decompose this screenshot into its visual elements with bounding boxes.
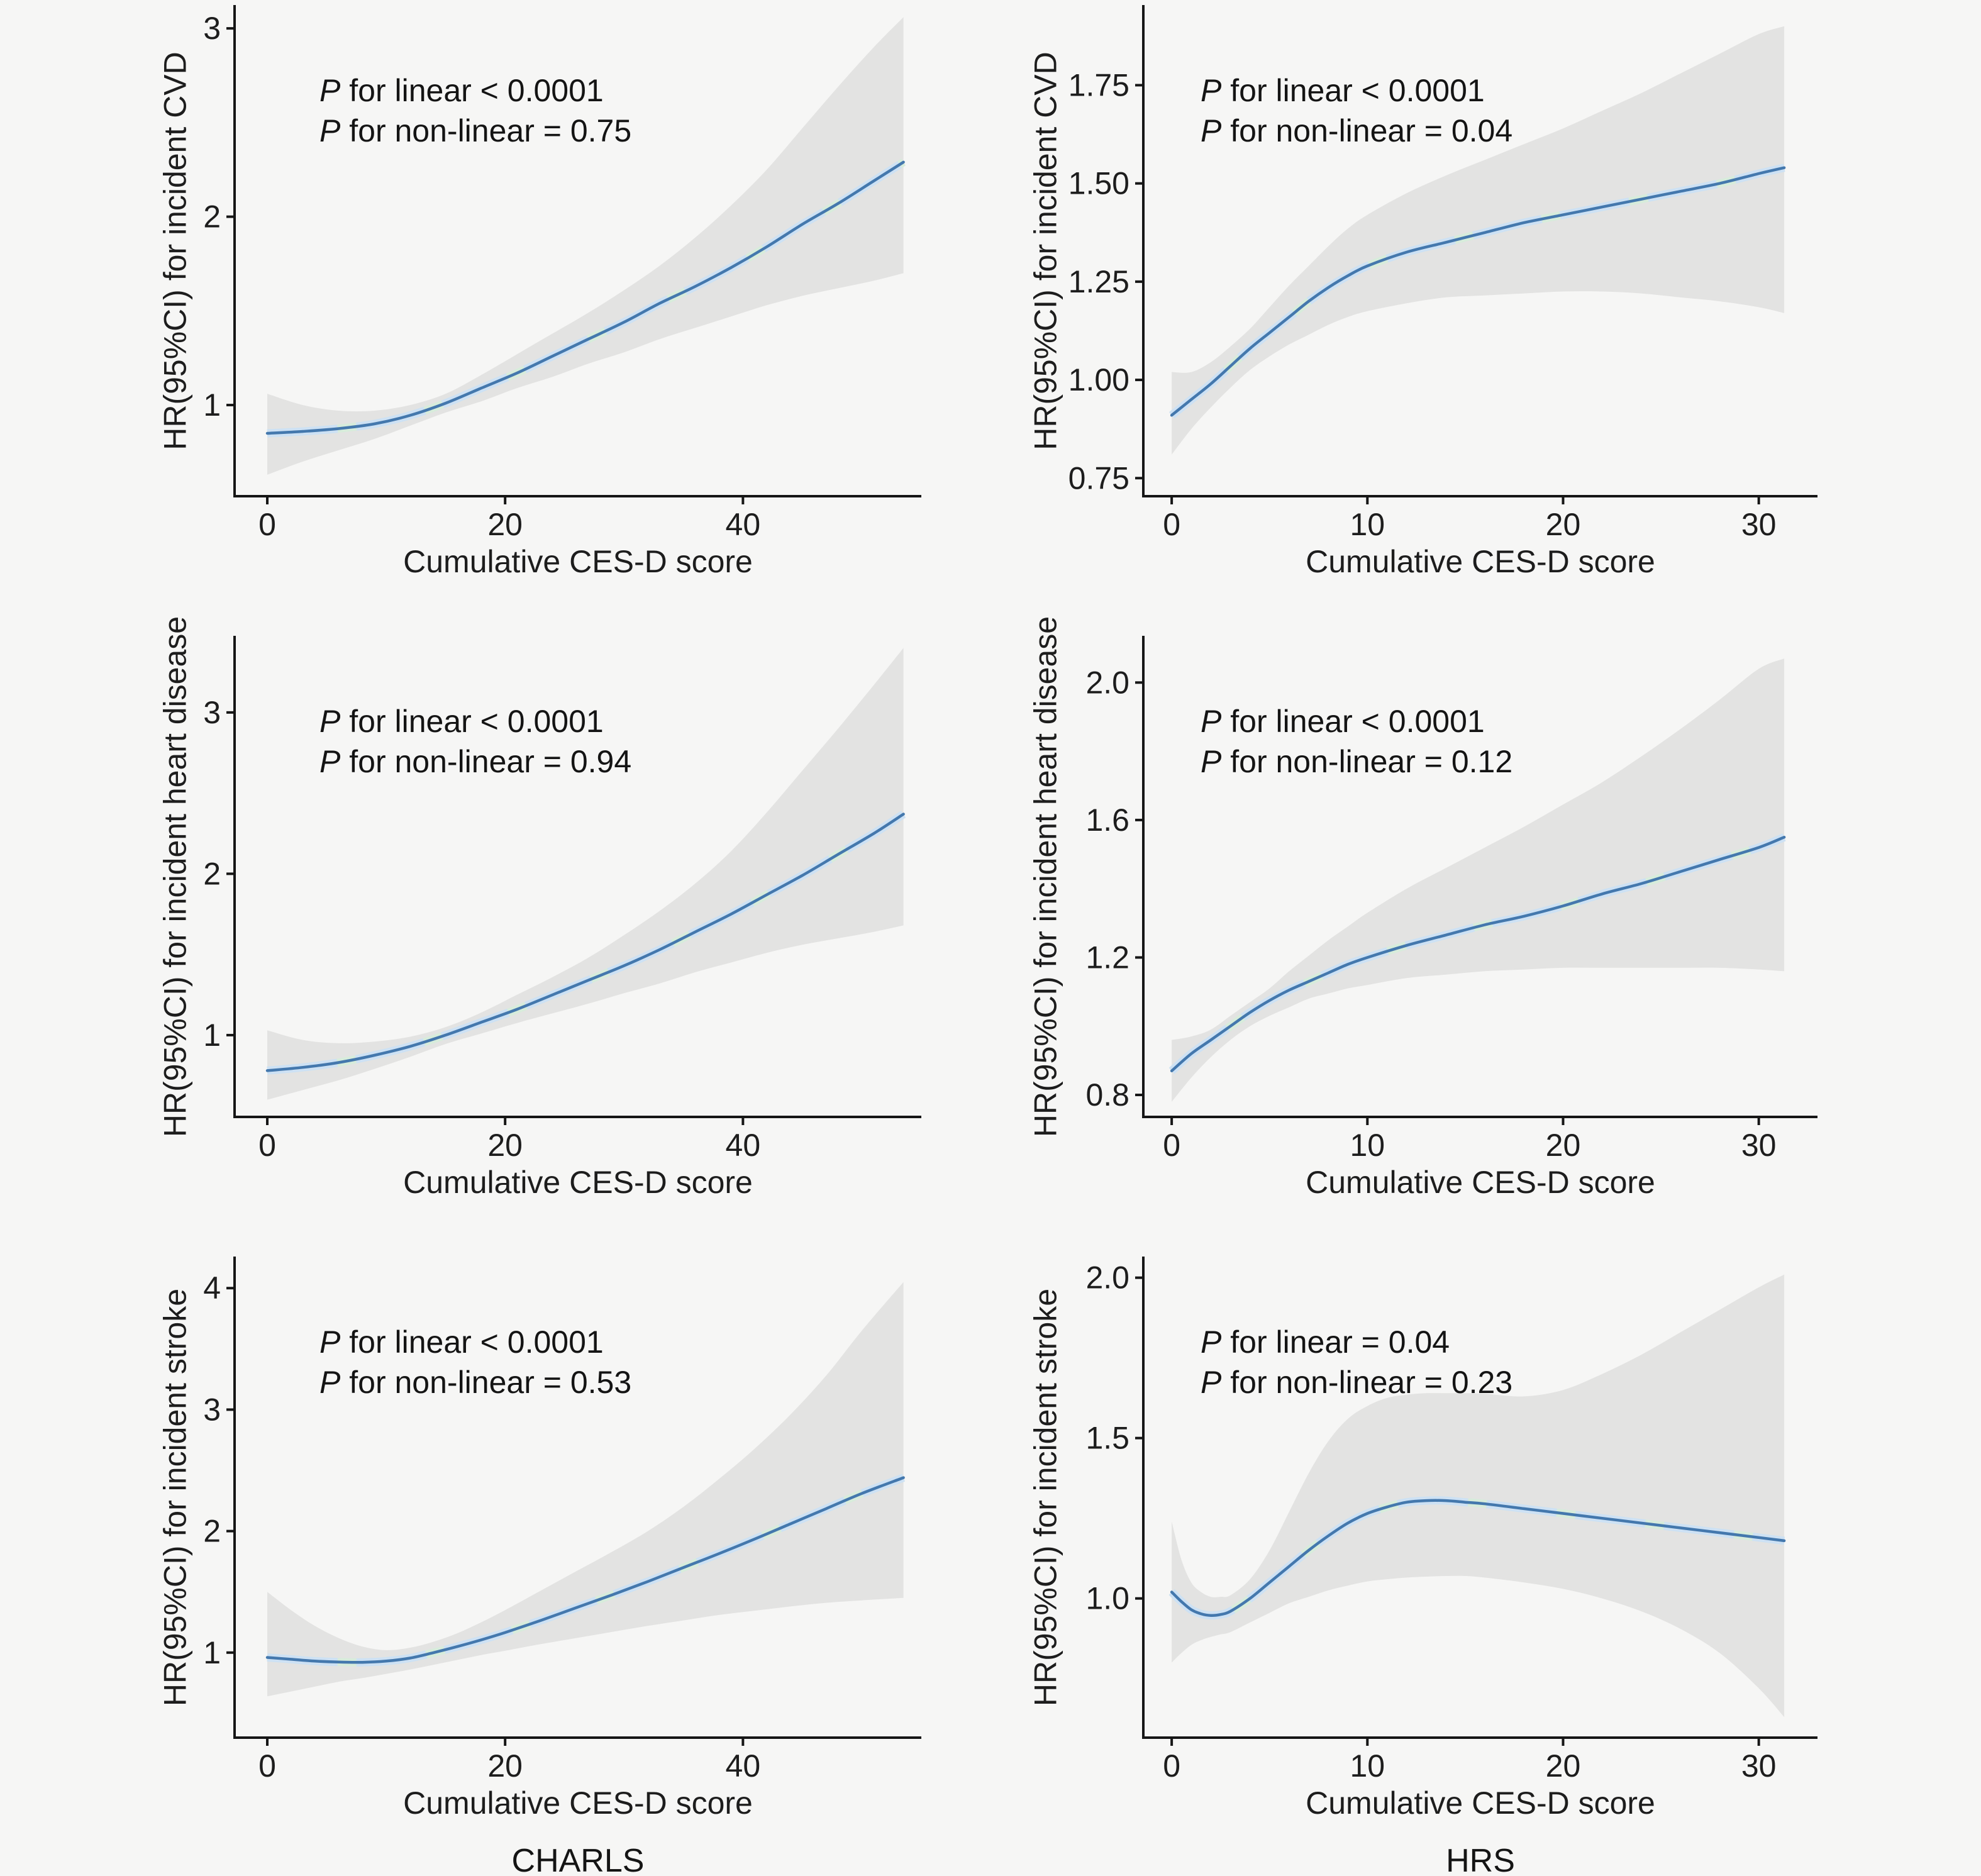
p-linear-line: P for linear < 0.0001 [1201, 704, 1485, 739]
x-tick-label-hrs-stroke: 0 [1163, 1748, 1180, 1784]
y-tick-label-charls-stroke: 4 [203, 1270, 221, 1306]
y-tick-label-hrs-heart-disease: 1.6 [1085, 802, 1129, 838]
y-tick-label-hrs-heart-disease: 2.0 [1085, 665, 1129, 700]
chart-charls-stroke: 0 20 40 1 2 3 4 [203, 1257, 921, 1784]
y-tick-label-charls-cvd: 3 [203, 11, 221, 46]
y-tick-label-hrs-stroke: 1.5 [1085, 1421, 1129, 1456]
x-tick-label-charls-heart-disease: 40 [726, 1128, 761, 1163]
hr-line-hrs-cvd [1170, 166, 1786, 417]
hr-line-hrs-stroke [1170, 1499, 1786, 1617]
x-axis-title-charls-heart-disease: Cumulative CES-D score [403, 1165, 753, 1200]
chart-charls-heart-disease: 0 20 40 1 2 3 [203, 636, 921, 1163]
y-axis-title-hrs-cvd: HR(95%CI) for incident CVD [1028, 51, 1063, 450]
p-value-annotation-charls-heart-disease: P for linear < 0.0001 P for non-linear =… [319, 701, 631, 782]
x-tick-label-charls-cvd: 0 [258, 507, 276, 542]
x-tick-label-hrs-cvd: 20 [1546, 507, 1581, 542]
chart-hrs-stroke: 0 10 20 30 1.0 1.5 2.0 [1085, 1257, 1817, 1784]
chart-hrs-cvd: 0 10 20 30 0.75 1.00 1.25 1.50 1.75 [1068, 5, 1817, 542]
x-tick-label-hrs-cvd: 0 [1163, 507, 1180, 542]
y-tick-label-charls-heart-disease: 3 [203, 695, 221, 730]
p-linear-line: P for linear = 0.04 [1201, 1324, 1450, 1360]
x-tick-label-charls-heart-disease: 0 [258, 1128, 276, 1163]
p-nonlinear-line: P for non-linear = 0.23 [1201, 1365, 1513, 1400]
y-tick-label-hrs-stroke: 2.0 [1085, 1260, 1129, 1296]
p-nonlinear-line: P for non-linear = 0.94 [319, 744, 632, 779]
p-linear-line: P for linear < 0.0001 [1201, 73, 1485, 108]
p-value-annotation-hrs-stroke: P for linear = 0.04 P for non-linear = 0… [1201, 1322, 1512, 1402]
x-tick-label-hrs-stroke: 20 [1546, 1748, 1581, 1784]
p-value-annotation-charls-stroke: P for linear < 0.0001 P for non-linear =… [319, 1322, 631, 1402]
p-linear-line: P for linear < 0.0001 [319, 73, 604, 108]
ci-band-hrs-stroke [1172, 1274, 1785, 1718]
y-tick-label-charls-heart-disease: 2 [203, 856, 221, 891]
cohort-label-hrs: HRS [1446, 1843, 1515, 1876]
x-axis-title-hrs-cvd: Cumulative CES-D score [1306, 544, 1655, 579]
y-axis-title-charls-stroke: HR(95%CI) for incident stroke [157, 1288, 192, 1706]
y-tick-label-hrs-cvd: 1.50 [1068, 166, 1129, 201]
x-tick-label-hrs-cvd: 10 [1350, 507, 1385, 542]
x-tick-label-charls-stroke: 20 [487, 1748, 523, 1784]
y-tick-label-charls-stroke: 3 [203, 1392, 221, 1427]
y-axis-title-hrs-stroke: HR(95%CI) for incident stroke [1028, 1288, 1063, 1706]
y-tick-label-charls-cvd: 1 [203, 387, 221, 423]
ci-band-hrs-cvd [1172, 26, 1785, 455]
hr-line-charls-cvd [265, 160, 905, 435]
p-nonlinear-line: P for non-linear = 0.12 [1201, 744, 1513, 779]
chart-hrs-heart-disease: 0 10 20 30 0.8 1.2 1.6 2.0 [1085, 636, 1817, 1163]
y-tick-label-hrs-cvd: 1.00 [1068, 362, 1129, 397]
p-value-annotation-hrs-heart-disease: P for linear < 0.0001 P for non-linear =… [1201, 701, 1512, 782]
hr-line-hrs-heart-disease [1170, 835, 1786, 1073]
p-nonlinear-line: P for non-linear = 0.53 [319, 1365, 632, 1400]
x-tick-label-hrs-heart-disease: 10 [1350, 1128, 1385, 1163]
x-tick-label-hrs-cvd: 30 [1741, 507, 1777, 542]
x-tick-label-charls-cvd: 20 [487, 507, 523, 542]
y-tick-label-hrs-cvd: 1.75 [1068, 67, 1129, 103]
p-value-annotation-charls-cvd: P for linear < 0.0001 P for non-linear =… [319, 70, 631, 151]
x-tick-label-charls-stroke: 40 [726, 1748, 761, 1784]
y-tick-label-charls-stroke: 2 [203, 1514, 221, 1549]
p-linear-line: P for linear < 0.0001 [319, 1324, 604, 1360]
y-tick-label-charls-stroke: 1 [203, 1635, 221, 1670]
y-tick-label-charls-cvd: 2 [203, 199, 221, 235]
x-tick-label-charls-cvd: 40 [726, 507, 761, 542]
y-axis-title-charls-heart-disease: HR(95%CI) for incident heart disease [157, 616, 192, 1137]
x-axis-title-hrs-heart-disease: Cumulative CES-D score [1306, 1165, 1655, 1200]
y-tick-label-hrs-heart-disease: 0.8 [1085, 1077, 1129, 1113]
x-axis-title-charls-cvd: Cumulative CES-D score [403, 544, 753, 579]
y-tick-label-hrs-heart-disease: 1.2 [1085, 940, 1129, 975]
hr-line-charls-stroke [265, 1476, 905, 1664]
hr-line-charls-heart-disease [265, 813, 905, 1072]
p-nonlinear-line: P for non-linear = 0.75 [319, 113, 632, 148]
y-tick-label-hrs-cvd: 0.75 [1068, 460, 1129, 496]
x-axis-title-charls-stroke: Cumulative CES-D score [403, 1785, 753, 1821]
x-tick-label-hrs-heart-disease: 30 [1741, 1128, 1777, 1163]
y-axis-title-charls-cvd: HR(95%CI) for incident CVD [157, 51, 192, 450]
y-tick-label-hrs-cvd: 1.25 [1068, 264, 1129, 299]
chart-charls-cvd: 0 20 40 1 2 3 [203, 5, 921, 542]
p-value-annotation-hrs-cvd: P for linear < 0.0001 P for non-linear =… [1201, 70, 1512, 151]
x-tick-label-charls-stroke: 0 [258, 1748, 276, 1784]
ci-band-hrs-heart-disease [1172, 658, 1785, 1102]
y-tick-label-hrs-stroke: 1.0 [1085, 1581, 1129, 1616]
x-tick-label-hrs-stroke: 30 [1741, 1748, 1777, 1784]
y-tick-label-charls-heart-disease: 1 [203, 1018, 221, 1053]
ci-band-charls-heart-disease [267, 648, 904, 1100]
y-axis-title-hrs-heart-disease: HR(95%CI) for incident heart disease [1028, 616, 1063, 1137]
x-tick-label-hrs-heart-disease: 0 [1163, 1128, 1180, 1163]
p-linear-line: P for linear < 0.0001 [319, 704, 604, 739]
cohort-label-charls: CHARLS [511, 1843, 645, 1876]
x-tick-label-hrs-stroke: 10 [1350, 1748, 1385, 1784]
ci-band-charls-stroke [267, 1282, 904, 1697]
x-axis-title-hrs-stroke: Cumulative CES-D score [1306, 1785, 1655, 1821]
x-tick-label-charls-heart-disease: 20 [487, 1128, 523, 1163]
p-nonlinear-line: P for non-linear = 0.04 [1201, 113, 1513, 148]
x-tick-label-hrs-heart-disease: 20 [1546, 1128, 1581, 1163]
